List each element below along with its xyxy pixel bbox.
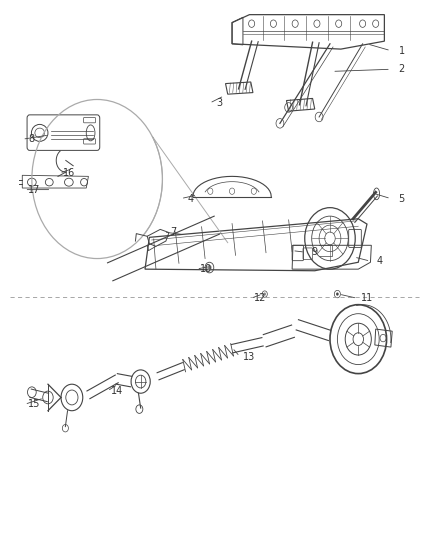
Text: 9: 9 [312, 247, 318, 257]
Text: 3: 3 [216, 98, 222, 108]
Circle shape [263, 293, 266, 296]
Text: 4: 4 [187, 193, 194, 204]
Text: 17: 17 [28, 184, 40, 195]
Text: 11: 11 [361, 293, 373, 303]
Text: 1: 1 [399, 46, 405, 56]
Text: 5: 5 [399, 193, 405, 204]
Text: 8: 8 [29, 134, 35, 144]
Text: 13: 13 [244, 352, 256, 361]
Text: 4: 4 [377, 256, 383, 266]
Text: 10: 10 [200, 264, 212, 274]
Text: 14: 14 [111, 386, 123, 396]
Circle shape [207, 265, 212, 270]
Text: 12: 12 [254, 293, 267, 303]
Text: 15: 15 [28, 399, 40, 409]
Text: 16: 16 [63, 168, 75, 178]
Text: 2: 2 [399, 64, 405, 74]
Text: 7: 7 [170, 227, 177, 237]
Circle shape [336, 293, 339, 296]
